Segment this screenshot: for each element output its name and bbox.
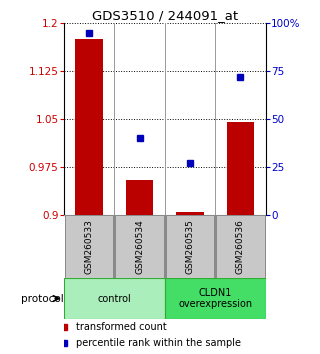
- Text: control: control: [98, 293, 131, 303]
- Bar: [227, 122, 254, 215]
- Bar: [126, 180, 154, 215]
- Bar: [64, 278, 165, 319]
- Bar: [166, 215, 214, 278]
- Text: CLDN1
overexpression: CLDN1 overexpression: [178, 288, 252, 309]
- Title: GDS3510 / 244091_at: GDS3510 / 244091_at: [92, 9, 238, 22]
- Text: percentile rank within the sample: percentile rank within the sample: [76, 338, 241, 348]
- Text: GSM260536: GSM260536: [236, 219, 245, 274]
- Bar: [165, 278, 266, 319]
- Bar: [176, 212, 204, 215]
- Bar: [116, 215, 164, 278]
- Text: GSM260533: GSM260533: [85, 219, 94, 274]
- Text: GSM260534: GSM260534: [135, 219, 144, 274]
- Text: GSM260535: GSM260535: [186, 219, 195, 274]
- Bar: [65, 215, 113, 278]
- Text: protocol: protocol: [21, 293, 64, 303]
- Bar: [216, 215, 265, 278]
- Bar: [75, 39, 103, 215]
- Text: transformed count: transformed count: [76, 322, 167, 332]
